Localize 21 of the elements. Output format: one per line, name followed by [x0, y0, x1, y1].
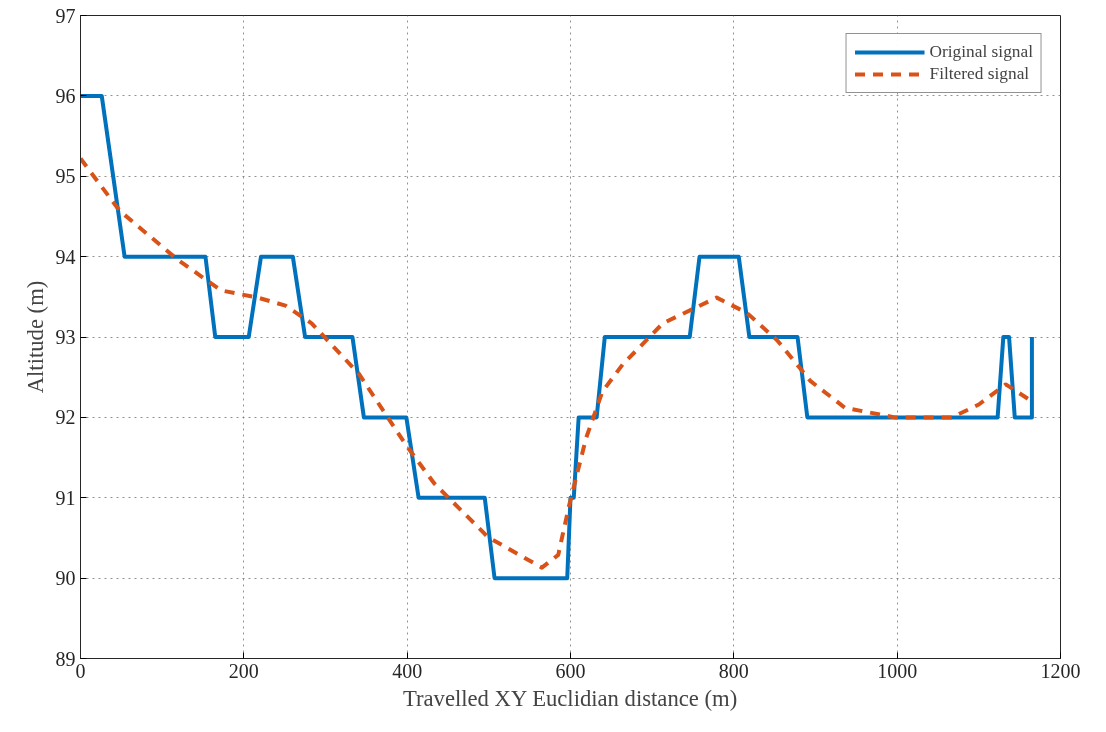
y-tick-label: 90 [55, 567, 76, 590]
line-series [80, 93, 1034, 581]
x-tick-label: 200 [228, 659, 259, 682]
y-tick-label: 92 [55, 406, 76, 429]
y-tick-label: 94 [55, 245, 76, 268]
y-axis-title: Altitude (m) [22, 280, 48, 394]
x-tick-label: 1000 [877, 659, 918, 682]
x-tick-label: 600 [555, 659, 586, 682]
y-tick-label: 95 [55, 165, 76, 188]
legend-label: Filtered signal [929, 64, 1030, 84]
x-tick-label: 800 [718, 659, 749, 682]
x-tick-label: 0 [75, 659, 86, 682]
y-tick-label: 89 [55, 647, 76, 670]
y-tick-label: 96 [55, 84, 76, 107]
x-tick-label: 400 [392, 659, 423, 682]
y-tick-label: 91 [55, 486, 76, 509]
y-tick-label: 93 [55, 326, 76, 348]
y-tick-label: 97 [55, 4, 76, 27]
x-axis-title: Travelled XY Euclidian distance (m) [402, 685, 738, 711]
legend-label: Original signal [929, 42, 1033, 62]
x-tick-label: 1200 [1040, 659, 1081, 682]
